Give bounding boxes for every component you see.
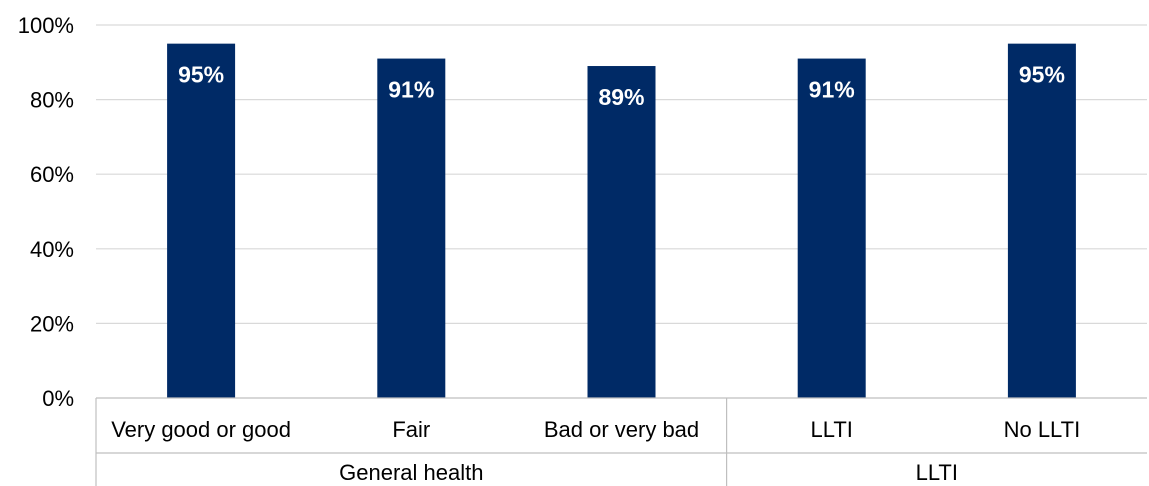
y-tick-label: 100% (18, 13, 74, 38)
y-tick-label: 20% (30, 311, 74, 336)
bar (797, 58, 866, 398)
x-category-label: LLTI (811, 417, 853, 442)
data-label: 95% (1019, 62, 1065, 88)
y-tick-label: 0% (42, 386, 74, 411)
bar (167, 43, 236, 399)
bars (167, 43, 1076, 399)
x-category-labels: Very good or good Fair Bad or very bad LLTI… (111, 417, 1080, 442)
y-tick-labels: 0% 20% 40% 60% 80% 100% (18, 13, 74, 411)
y-tick-label: 60% (30, 162, 74, 187)
bar (587, 66, 656, 398)
x-group-labels: General health LLTI (339, 460, 958, 485)
x-category-label: Fair (392, 417, 430, 442)
x-category-label: Very good or good (111, 417, 291, 442)
axes (95, 397, 1147, 486)
bar (1007, 43, 1076, 399)
data-labels: 95% 91% 89% 91% 95% (178, 62, 1065, 110)
data-label: 89% (598, 84, 644, 110)
x-group-label: General health (339, 460, 483, 485)
data-label: 95% (178, 62, 224, 88)
y-tick-label: 80% (30, 88, 74, 113)
x-group-label: LLTI (916, 460, 958, 485)
x-category-label: Bad or very bad (544, 417, 699, 442)
y-tick-label: 40% (30, 237, 74, 262)
x-category-label: No LLTI (1004, 417, 1081, 442)
data-label: 91% (809, 77, 855, 103)
bar (377, 58, 446, 398)
data-label: 91% (388, 77, 434, 103)
